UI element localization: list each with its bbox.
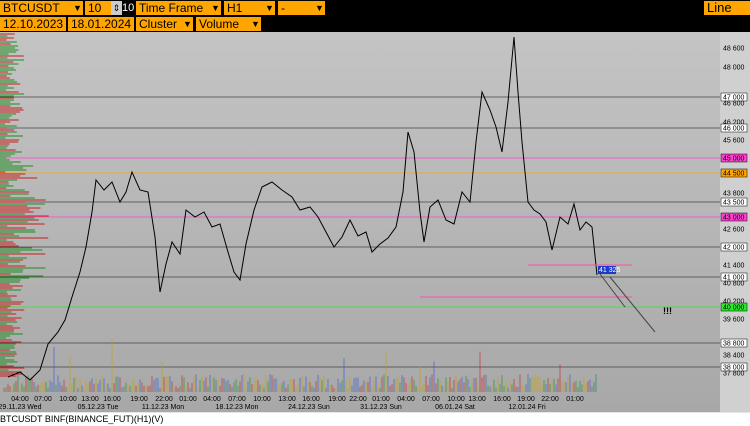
price-label: 41 400 <box>723 263 745 270</box>
dropdown[interactable]: ▼ <box>210 1 221 15</box>
marker: !!! <box>663 306 672 316</box>
price-line <box>7 36 598 381</box>
price-label: 38 800 <box>723 341 745 348</box>
dropdown[interactable]: ▼ <box>250 17 261 31</box>
date-from[interactable]: 12.10.2023 <box>0 17 66 31</box>
time-label: 10:00 <box>59 396 77 403</box>
price-label: 43 500 <box>723 200 745 207</box>
count-box: 10 <box>122 1 135 15</box>
price-label: 40 200 <box>723 299 745 306</box>
time-label: 13:00 <box>278 396 296 403</box>
time-label: 07:00 <box>34 396 52 403</box>
time-label: 19:00 <box>130 396 148 403</box>
time-label: 13:00 <box>81 396 99 403</box>
time-label: 13:00 <box>468 396 486 403</box>
level-box <box>720 302 748 312</box>
date-label: 11.12.23 Mon <box>142 404 184 411</box>
level-box <box>720 242 748 252</box>
price-label: 46 000 <box>723 126 745 133</box>
price-label: 45 000 <box>723 156 745 163</box>
footer: BTCUSDT BINF(BINANCE_FUT)(H1)(V) <box>0 413 750 426</box>
date-label: 05.12.23 Tue <box>78 404 119 411</box>
price-badge-text: 41 325 <box>599 267 621 274</box>
level-box <box>720 212 748 222</box>
time-label: 19:00 <box>328 396 346 403</box>
price-label: 41 000 <box>723 275 745 282</box>
price-label: 40 800 <box>723 281 745 288</box>
time-label: 01:00 <box>179 396 197 403</box>
time-label: 22:00 <box>349 396 367 403</box>
dropdown[interactable]: ▼ <box>72 1 83 15</box>
dropdown[interactable]: ▼ <box>314 1 325 15</box>
time-label: 16:00 <box>103 396 121 403</box>
level-box <box>720 197 748 207</box>
date-to[interactable]: 18.01.2024 <box>68 17 134 31</box>
level-box <box>720 92 748 102</box>
level-box <box>720 153 748 163</box>
style-field[interactable]: Cluster <box>136 17 182 31</box>
time-label: 04:00 <box>203 396 221 403</box>
dropdown[interactable]: ▼ <box>182 17 193 31</box>
price-label: 47 000 <box>723 95 745 102</box>
price-label: 45 600 <box>723 138 745 145</box>
toolbar-2: 12.10.2023 18.01.2024 Cluster ▼ Volume ▼ <box>0 16 750 32</box>
level-box <box>720 168 748 178</box>
toolbar: BTCUSDT BIN ▼ 10 ⇕ 10 Time Frame ▼ H1 ▼ … <box>0 0 750 29</box>
time-label: 10:00 <box>253 396 271 403</box>
symbol-field[interactable]: BTCUSDT BIN <box>0 1 72 29</box>
mode-button[interactable]: Line <box>704 1 750 15</box>
price-label: 42 000 <box>723 245 745 252</box>
timeframe-label: Time Frame <box>136 1 210 15</box>
price-label: 46 200 <box>723 120 745 127</box>
price-badge <box>598 266 616 274</box>
level-box <box>720 123 748 133</box>
projection-arrow <box>599 273 626 308</box>
plot-area <box>0 32 720 412</box>
time-label: 16:00 <box>302 396 320 403</box>
price-label: 39 600 <box>723 317 745 324</box>
time-label: 04:00 <box>11 396 29 403</box>
date-label: 06.01.24 Sat <box>435 404 475 411</box>
price-label: 38 400 <box>723 353 745 360</box>
level-box <box>720 272 748 282</box>
time-label: 07:00 <box>228 396 246 403</box>
date-label: 18.12.23 Mon <box>216 404 259 411</box>
price-label: 42 600 <box>723 227 745 234</box>
time-label: 04:00 <box>397 396 415 403</box>
date-label: 31.12.23 Sun <box>360 404 402 411</box>
date-label: 12.01.24 Fri <box>508 404 546 411</box>
price-label: 37 800 <box>723 371 745 378</box>
extra-field[interactable]: - <box>278 1 314 15</box>
time-label: 19:00 <box>517 396 535 403</box>
time-label: 10:00 <box>447 396 465 403</box>
date-label: 24.12.23 Sun <box>288 404 330 411</box>
indicator-field[interactable]: Volume <box>196 17 250 31</box>
level-box <box>720 338 748 348</box>
date-label: 29.11.23 Wed <box>0 404 42 411</box>
time-label: 22:00 <box>155 396 173 403</box>
projection-arrow <box>609 276 656 333</box>
dropdown[interactable]: ▼ <box>264 1 275 15</box>
price-label: 43 800 <box>723 191 745 198</box>
spinner[interactable]: ⇕ <box>111 1 122 15</box>
price-label: 40 000 <box>723 305 745 312</box>
level-box <box>720 362 748 372</box>
time-label: 22:00 <box>541 396 559 403</box>
time-label: 01:00 <box>566 396 584 403</box>
price-label: 48 600 <box>723 46 745 53</box>
price-label: 38 000 <box>723 365 745 372</box>
count-field[interactable]: 10 <box>85 1 111 15</box>
price-label: 43 000 <box>723 215 745 222</box>
price-label: 44 500 <box>723 171 745 178</box>
timeframe-field[interactable]: H1 <box>224 1 264 15</box>
time-label: 07:00 <box>422 396 440 403</box>
time-label: 01:00 <box>372 396 390 403</box>
price-label: 48 000 <box>723 65 745 72</box>
time-label: 16:00 <box>493 396 511 403</box>
price-label: 46 800 <box>723 101 745 108</box>
